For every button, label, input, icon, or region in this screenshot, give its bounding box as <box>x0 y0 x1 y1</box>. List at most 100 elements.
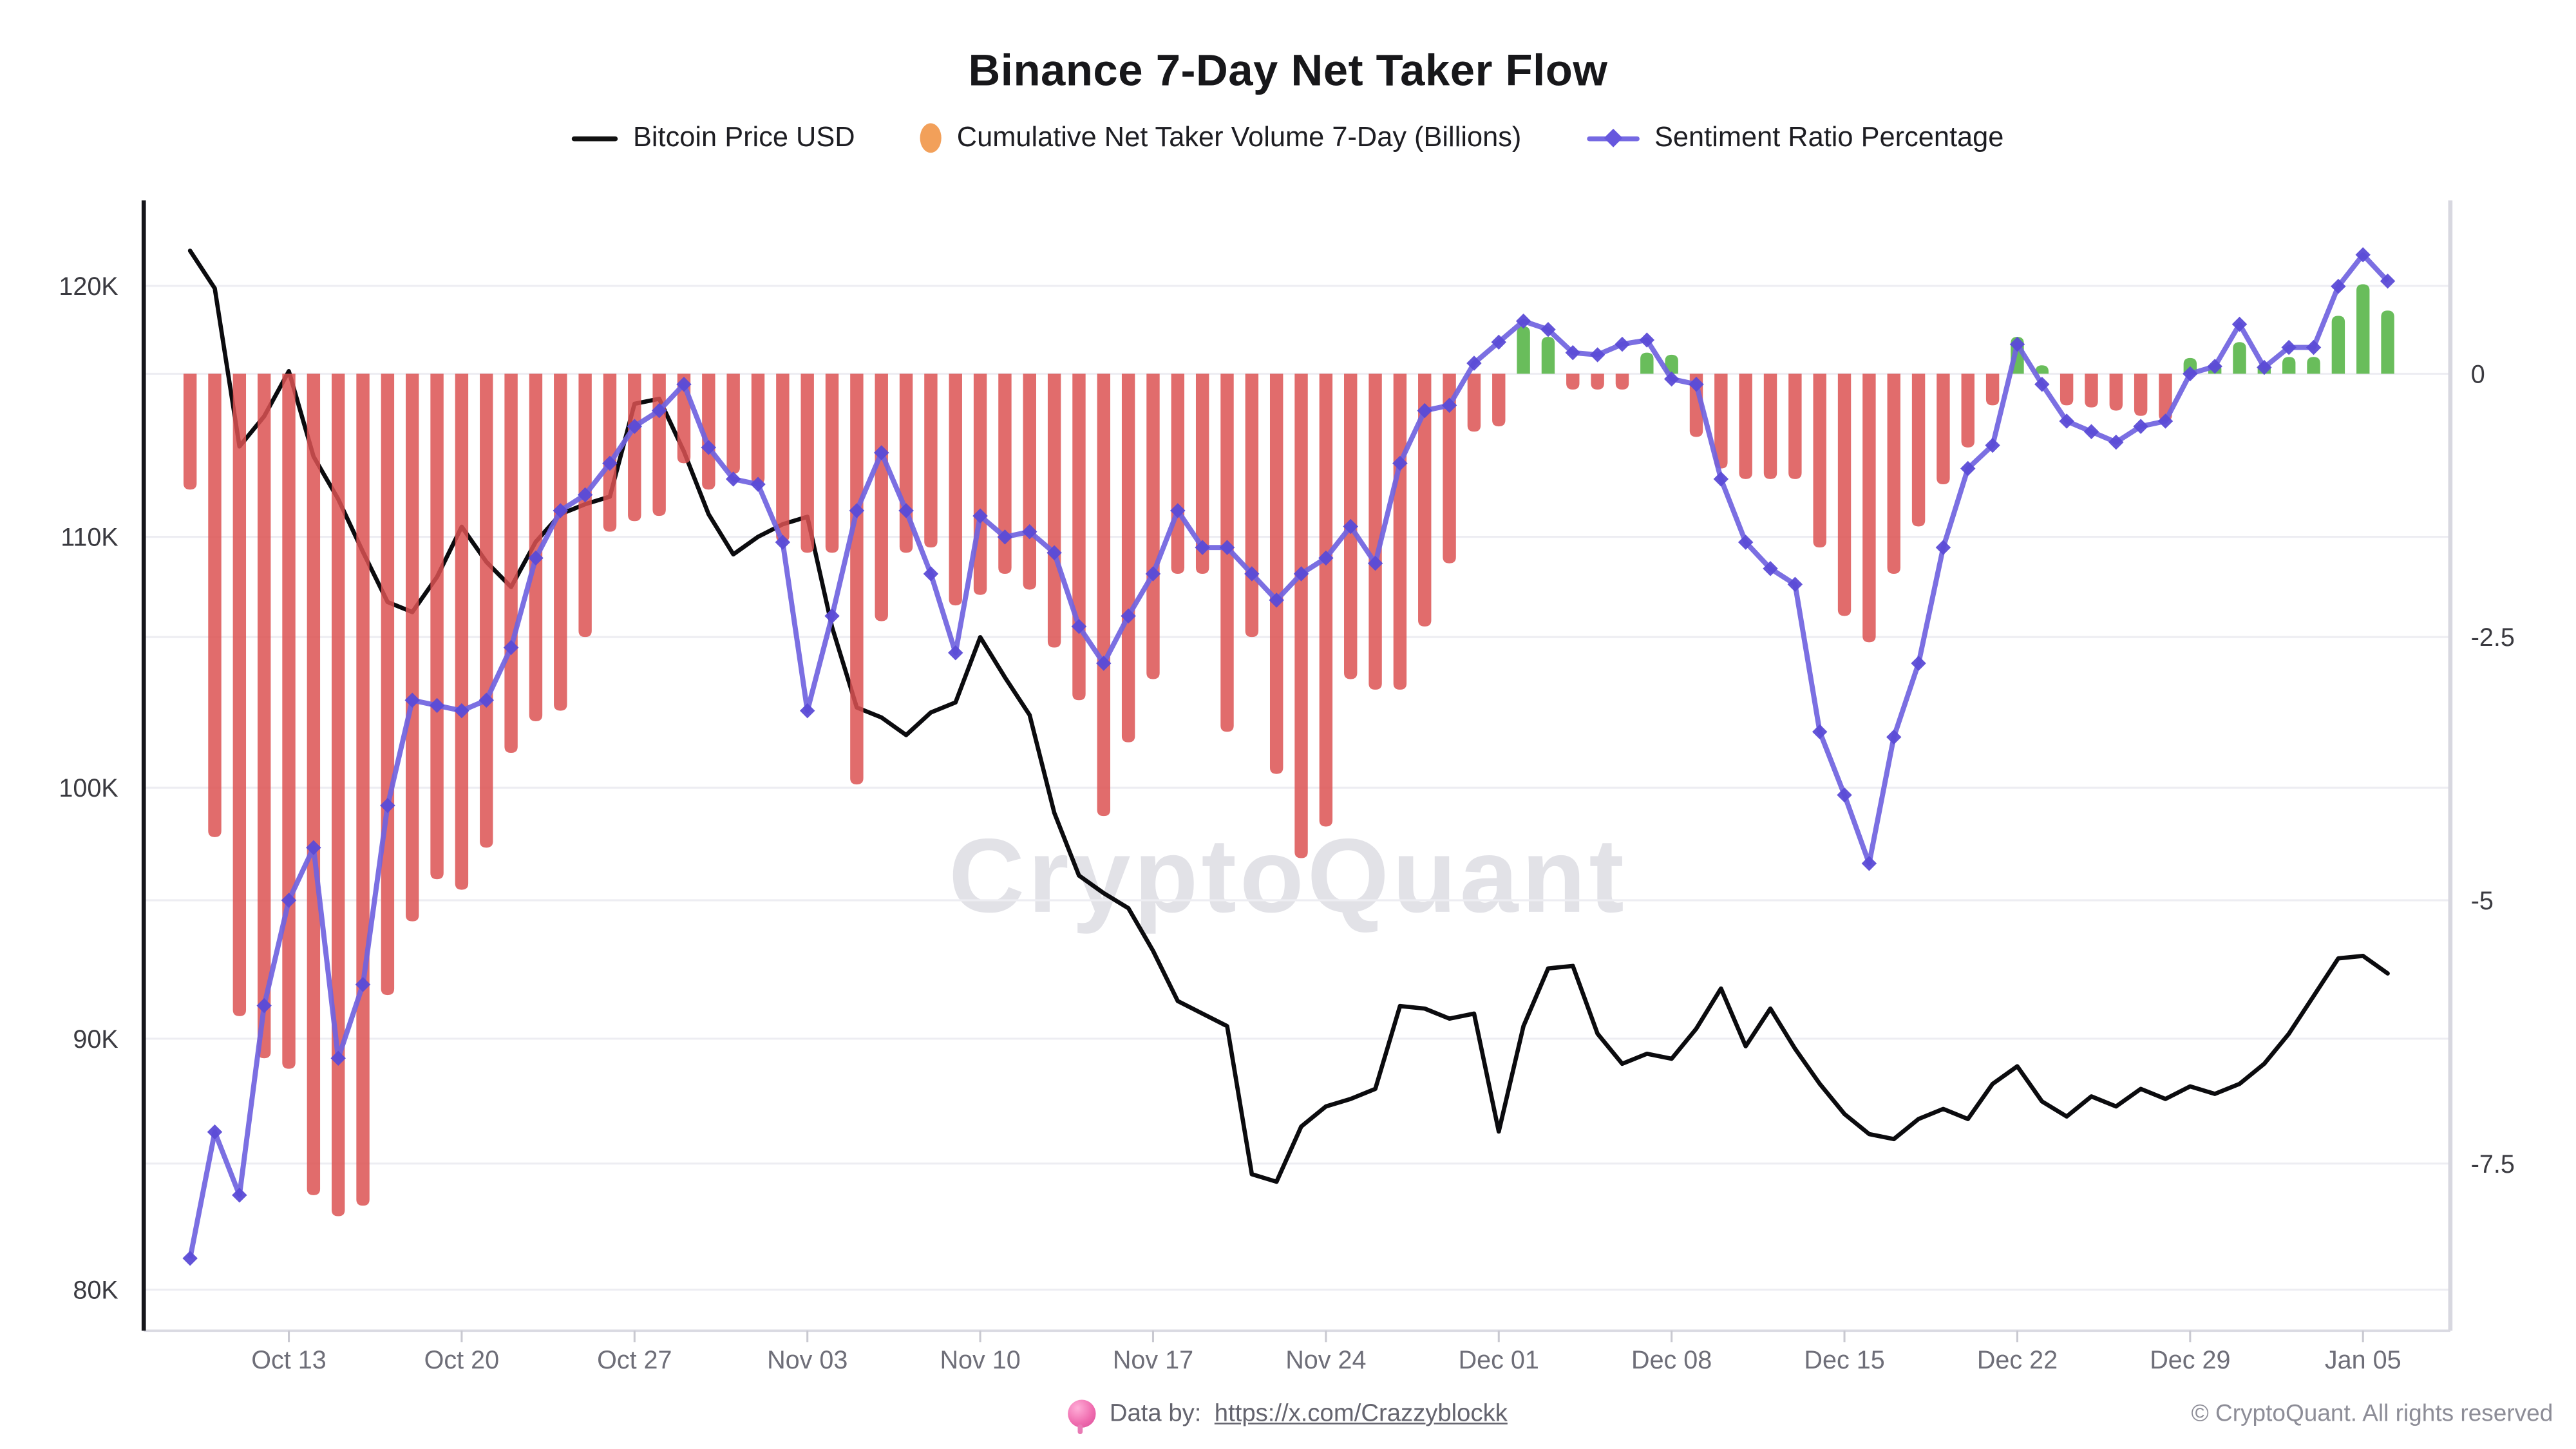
sentiment-marker <box>2355 247 2371 263</box>
volume-bar <box>875 374 888 621</box>
volume-bar <box>2356 284 2370 374</box>
sentiment-marker <box>972 508 988 524</box>
black-line-swatch-icon <box>572 135 619 141</box>
sentiment-marker <box>1615 336 1630 352</box>
sentiment-marker <box>1589 347 1605 363</box>
sentiment-marker <box>1837 787 1852 803</box>
sentiment-marker <box>1911 656 1926 671</box>
volume-bar <box>578 374 592 638</box>
volume-bar <box>1541 337 1555 374</box>
volume-bar <box>2134 374 2148 416</box>
x-axis-tick: Oct 20 <box>424 1346 499 1374</box>
volume-bar <box>1467 374 1481 432</box>
x-axis-tick: Dec 01 <box>1459 1346 1539 1374</box>
sentiment-marker <box>1219 540 1235 555</box>
legend-label: Sentiment Ratio Percentage <box>1654 121 2004 153</box>
sentiment-marker <box>2281 339 2297 355</box>
volume-bar <box>1566 374 1580 390</box>
left-axis-tick: 120K <box>59 272 118 301</box>
sentiment-marker <box>923 566 939 582</box>
sentiment-marker <box>281 893 297 908</box>
sentiment-marker <box>2183 366 2198 382</box>
volume-bar <box>998 374 1012 574</box>
volume-bar <box>850 374 864 785</box>
volume-bar <box>307 374 321 1195</box>
sentiment-marker <box>256 998 272 1014</box>
sentiment-marker <box>1960 460 1976 477</box>
volume-bar <box>800 374 814 553</box>
volume-bar <box>628 374 641 522</box>
volume-bar <box>2282 357 2296 374</box>
volume-bar <box>949 374 962 606</box>
volume-bar <box>480 374 493 848</box>
sentiment-marker <box>1022 524 1037 540</box>
legend-item-volume: Cumulative Net Taker Volume 7-Day (Billi… <box>920 121 1522 155</box>
sentiment-marker <box>1540 321 1556 337</box>
right-axis-tick: 0 <box>2471 360 2485 388</box>
sentiment-marker <box>1515 313 1531 329</box>
sentiment-marker <box>380 798 395 813</box>
volume-bar <box>726 374 740 474</box>
sentiment-marker <box>2231 316 2248 332</box>
sentiment-marker <box>1787 576 1803 592</box>
sentiment-marker <box>2257 359 2272 375</box>
volume-bar <box>1294 374 1308 858</box>
sentiment-marker <box>2331 278 2346 294</box>
x-axis-tick: Nov 17 <box>1113 1346 1193 1374</box>
legend-label: Cumulative Net Taker Volume 7-Day (Billi… <box>956 121 1522 153</box>
volume-bar <box>973 374 987 595</box>
sentiment-marker <box>1491 334 1507 350</box>
copyright: © CryptoQuant. All rights reserved <box>2191 1401 2553 1428</box>
sentiment-marker <box>404 692 420 708</box>
volume-bar <box>406 374 419 922</box>
sentiment-marker <box>355 977 371 992</box>
volume-bar <box>1097 374 1111 817</box>
author-link[interactable]: https://x.com/Crazzyblockk <box>1214 1399 1508 1428</box>
x-axis-tick: Nov 03 <box>767 1346 848 1374</box>
right-axis-tick: -2.5 <box>2471 623 2515 652</box>
sentiment-marker <box>503 639 519 656</box>
sentiment-marker <box>1121 608 1136 624</box>
chart-title: Binance 7-Day Net Taker Flow <box>968 46 1608 95</box>
volume-bar <box>1368 374 1382 690</box>
volume-bar <box>2159 374 2172 421</box>
sentiment-marker <box>602 455 618 471</box>
left-axis-tick: 80K <box>73 1276 118 1305</box>
x-axis-tick: Dec 22 <box>1977 1346 2058 1374</box>
volume-bar <box>1443 374 1456 564</box>
sentiment-marker <box>330 1050 346 1066</box>
volume-bar <box>603 374 617 532</box>
left-axis-tick: 110K <box>61 524 118 552</box>
volume-bar <box>1319 374 1333 827</box>
right-axis-tick: -7.5 <box>2471 1150 2515 1179</box>
sentiment-marker <box>799 703 815 719</box>
x-axis-tick: Nov 10 <box>940 1346 1020 1374</box>
sentiment-marker <box>232 1188 247 1203</box>
volume-bar <box>1837 374 1852 616</box>
sentiment-marker <box>849 503 865 518</box>
volume-bar <box>1911 374 1926 527</box>
sentiment-marker <box>873 445 889 460</box>
volume-bar <box>1640 352 1654 374</box>
volume-bar <box>1961 374 1975 448</box>
attribution: Data by: https://x.com/Crazzyblockk <box>0 1399 2576 1435</box>
volume-bar <box>1739 374 1752 479</box>
sentiment-marker <box>1639 332 1655 348</box>
volume-bar <box>1665 354 1678 374</box>
sentiment-marker <box>1565 345 1581 361</box>
sentiment-marker <box>306 840 321 855</box>
volume-bar <box>1813 374 1826 548</box>
sentiment-marker <box>478 692 494 708</box>
sentiment-marker <box>1293 566 1309 582</box>
sentiment-marker <box>2108 434 2124 450</box>
volume-bar <box>1418 374 1432 627</box>
volume-bar <box>2307 357 2320 374</box>
left-axis-tick: 90K <box>73 1025 118 1054</box>
sentiment-marker <box>2083 424 2099 440</box>
sentiment-marker <box>553 503 569 518</box>
volume-bar <box>776 374 790 542</box>
volume-bar <box>183 374 197 490</box>
volume-bar <box>702 374 715 490</box>
volume-bar <box>1763 374 1777 479</box>
